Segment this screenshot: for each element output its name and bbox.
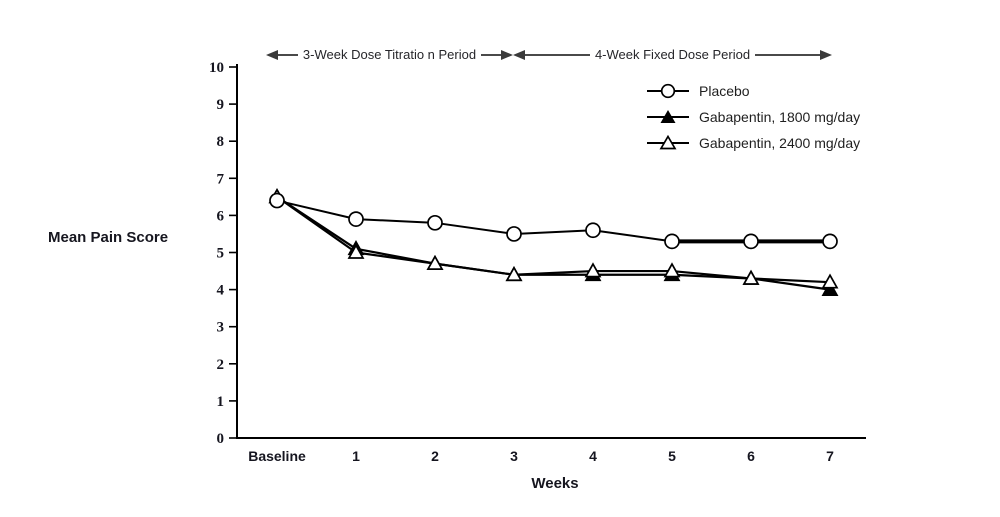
- marker-open-circle: [822, 233, 838, 250]
- marker-open-triangle: [742, 269, 760, 285]
- legend-item-placebo: Placebo: [645, 78, 860, 104]
- marker-open-triangle: [821, 273, 839, 289]
- y-tick-label: 3: [217, 320, 225, 336]
- annotation-titration-label: 3-Week Dose Titratio n Period: [302, 46, 477, 62]
- open-circle-marker-icon: [647, 83, 689, 99]
- marker-open-circle: [348, 211, 364, 227]
- y-tick-label: 8: [217, 134, 225, 150]
- marker-open-circle: [506, 226, 522, 242]
- x-tick-label: 6: [747, 448, 755, 464]
- y-tick-label: 2: [217, 357, 225, 373]
- y-tick-label: 6: [217, 208, 225, 224]
- x-tick-label: 4: [589, 448, 597, 464]
- line-gabapentin-2400: [276, 195, 831, 284]
- y-tick-label: 0: [217, 431, 225, 447]
- filled-triangle-marker-icon: [647, 110, 689, 123]
- legend-label-placebo: Placebo: [699, 83, 750, 99]
- legend-label-gabapentin-1800: Gabapentin, 1800 mg/day: [699, 109, 861, 125]
- y-tick-label: 5: [217, 246, 225, 262]
- marker-open-circle: [585, 222, 601, 239]
- marker-filled-triangle: [821, 280, 839, 296]
- marker-open-circle: [743, 233, 759, 250]
- legend-item-gabapentin-2400: Gabapentin, 2400 mg/day: [645, 130, 860, 156]
- x-axis-title: Weeks: [531, 475, 579, 492]
- arrow-left-icon: [266, 50, 278, 60]
- y-tick-label: 1: [217, 394, 225, 410]
- marker-open-circle: [427, 214, 443, 231]
- marker-open-circle: [664, 233, 680, 250]
- x-tick-label: 7: [826, 448, 834, 464]
- marker-open-triangle: [584, 262, 602, 278]
- legend-label-gabapentin-2400: Gabapentin, 2400 mg/day: [699, 135, 861, 151]
- marker-open-triangle: [663, 262, 681, 278]
- annotation-line: [525, 54, 590, 56]
- chart-legend: Placebo Gabapentin, 1800 mg/day Gabapent…: [645, 78, 860, 156]
- x-tick-label: 2: [431, 448, 439, 464]
- open-triangle-marker-icon: [647, 135, 689, 150]
- marker-open-triangle: [505, 266, 523, 282]
- y-tick-label: 9: [217, 97, 225, 113]
- annotation-line: [755, 54, 821, 56]
- marker-open-circle: [269, 192, 285, 209]
- legend-item-gabapentin-1800: Gabapentin, 1800 mg/day: [645, 104, 860, 130]
- arrow-right-icon: [820, 50, 833, 60]
- y-axis-title: Mean Pain Score: [48, 229, 169, 246]
- y-tick-label: 10: [209, 60, 224, 76]
- y-tick-label: 7: [217, 171, 225, 187]
- annotation-fixed-label: 4-Week Fixed Dose Period: [594, 46, 751, 62]
- annotation-line: [481, 54, 502, 56]
- marker-open-triangle: [426, 254, 444, 270]
- arrow-left-icon: [513, 50, 525, 60]
- x-tick-label: 5: [668, 448, 676, 464]
- annotation-titration-period: 3-Week Dose Titratio n Period: [266, 46, 514, 62]
- annotation-line: [278, 54, 298, 56]
- arrow-right-icon: [501, 50, 514, 60]
- y-tick-label: 4: [217, 283, 225, 299]
- x-tick-label: 1: [352, 448, 360, 464]
- x-tick-label: Baseline: [248, 448, 306, 464]
- marker-open-triangle: [347, 243, 365, 259]
- x-tick-label: 3: [510, 448, 518, 464]
- annotation-fixed-dose-period: 4-Week Fixed Dose Period: [513, 46, 833, 62]
